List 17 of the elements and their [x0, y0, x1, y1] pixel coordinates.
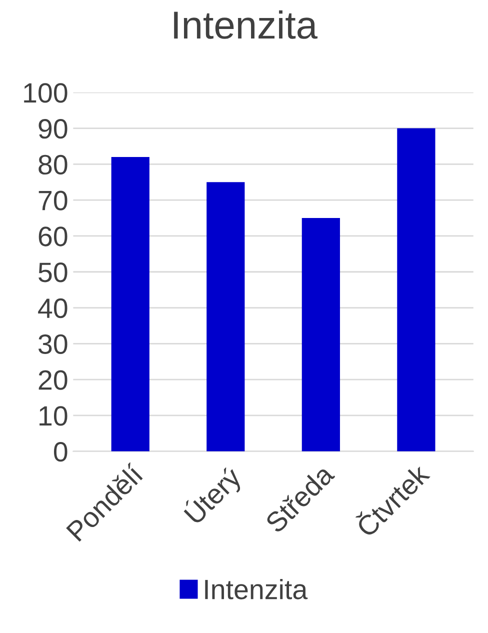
y-tick-label: 30: [38, 334, 68, 354]
y-tick-label: 60: [38, 226, 68, 246]
y-tick-label: 10: [40, 406, 68, 426]
y-tick-label: 40: [38, 298, 68, 318]
y-tick-label: 90: [38, 118, 68, 139]
y-tick-label: 70: [38, 190, 68, 210]
chart-title: Intenzita: [174, 10, 318, 39]
y-tick-label: 50: [38, 262, 68, 282]
bar: [302, 218, 340, 452]
bar: [397, 128, 436, 452]
y-tick-label: 100: [24, 83, 68, 103]
y-tick-label: 80: [38, 154, 68, 175]
y-tick-label: 20: [38, 370, 68, 390]
bar: [206, 182, 245, 452]
bar: [111, 157, 150, 452]
legend-label: Intenzita: [205, 578, 308, 600]
y-tick-label: 0: [54, 442, 68, 462]
